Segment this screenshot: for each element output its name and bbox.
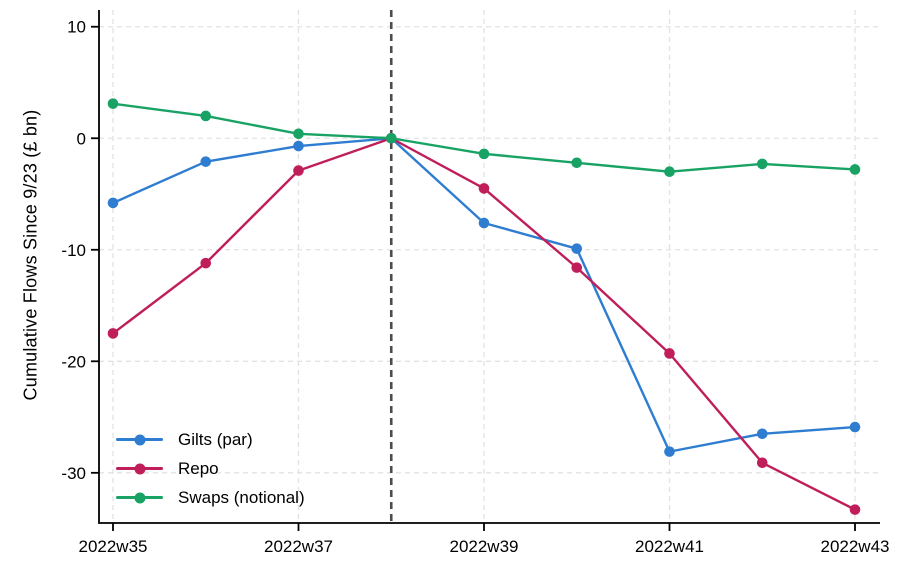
legend-label-gilts: Gilts (par) — [178, 429, 253, 449]
data-point-gilts-par — [107, 197, 119, 209]
data-point-repo — [571, 262, 583, 273]
data-point-gilts-par — [478, 217, 490, 229]
data-point-gilts-par — [756, 428, 768, 440]
legend: Gilts (par) Repo Swaps (notional) — [116, 425, 305, 512]
data-point-swaps-notional — [200, 110, 212, 122]
repo-dot-icon — [134, 463, 145, 474]
data-point-swaps-notional — [571, 157, 583, 169]
data-point-gilts-par — [200, 156, 212, 167]
data-point-repo — [664, 348, 675, 359]
data-point-gilts-par — [849, 421, 861, 433]
y-tick-label: 0 — [77, 129, 86, 148]
data-point-swaps-notional — [849, 164, 861, 175]
data-point-swaps-notional — [756, 158, 768, 170]
legend-item-repo: Repo — [116, 454, 305, 483]
data-point-swaps-notional — [664, 166, 675, 178]
data-point-repo — [849, 504, 861, 515]
data-point-swaps-notional — [478, 148, 490, 160]
gilts-line-key-icon — [116, 434, 163, 445]
data-point-swaps-notional — [385, 132, 397, 144]
data-point-repo — [107, 328, 119, 339]
legend-label-repo: Repo — [178, 458, 219, 478]
y-tick-label: 10 — [67, 18, 86, 37]
gilts-dot-icon — [134, 434, 145, 445]
legend-item-gilts-par: Gilts (par) — [116, 425, 305, 454]
x-tick-label: 2022w35 — [78, 537, 147, 556]
data-point-repo — [200, 257, 212, 269]
y-tick-label: -20 — [61, 352, 86, 371]
data-point-repo — [478, 183, 490, 194]
swaps-line-key-icon — [116, 492, 163, 503]
x-tick-label: 2022w41 — [635, 537, 704, 556]
data-point-swaps-notional — [107, 98, 119, 109]
legend-item-swaps-notional: Swaps (notional) — [116, 483, 305, 512]
data-point-repo — [756, 457, 768, 469]
y-tick-label: -30 — [61, 464, 86, 483]
y-tick-label: -10 — [61, 241, 86, 260]
repo-line-key-icon — [116, 463, 163, 474]
data-point-gilts-par — [293, 140, 304, 152]
data-point-gilts-par — [664, 446, 675, 457]
data-point-repo — [293, 165, 304, 176]
data-point-swaps-notional — [293, 128, 304, 140]
data-point-gilts-par — [571, 243, 583, 254]
swaps-dot-icon — [134, 492, 145, 503]
legend-label-swaps: Swaps (notional) — [178, 487, 305, 507]
y-axis-title: Cumulative Flows Since 9/23 (£ bn) — [20, 109, 41, 401]
x-tick-label: 2022w43 — [820, 537, 889, 556]
x-tick-label: 2022w39 — [449, 537, 518, 556]
x-tick-label: 2022w37 — [264, 537, 333, 556]
axis-frame — [98, 10, 880, 524]
